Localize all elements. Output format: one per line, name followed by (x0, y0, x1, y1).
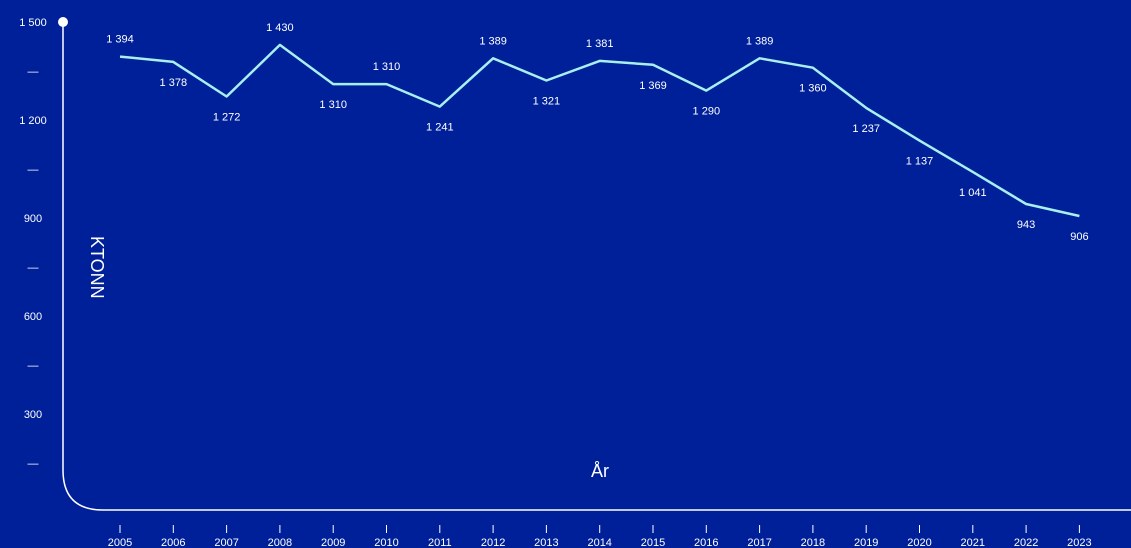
x-axis-ticks: 2005 2006 2007 2008 2009 2010 2011 2012 2013 2014… (108, 525, 1092, 548)
y-tick-label: 1 200 (19, 115, 47, 127)
x-tick-label: 2023 (1067, 537, 1091, 548)
x-tick-label: 2006 (161, 537, 185, 548)
data-label: 1 041 (959, 187, 987, 199)
series-line (119, 43, 1080, 218)
y-tick-label: — (28, 66, 39, 78)
data-label: 1 360 (799, 83, 827, 95)
y-tick-label: 300 (24, 409, 42, 421)
data-label: 1 394 (106, 34, 134, 46)
x-tick-label: 2021 (961, 537, 985, 548)
x-tick-label: 2016 (694, 537, 718, 548)
data-label: 1 369 (639, 80, 667, 92)
data-label: 1 272 (213, 111, 241, 123)
data-label: 1 137 (906, 156, 934, 168)
y-tick-label: 600 (24, 311, 42, 323)
data-label: 1 241 (426, 122, 454, 134)
y-tick-label: — (28, 458, 39, 470)
x-tick-label: 2012 (481, 537, 505, 548)
x-tick-label: 2017 (747, 537, 771, 548)
x-tick-label: 2014 (587, 537, 611, 548)
axis-line (62, 22, 1131, 511)
x-tick-label: 2020 (907, 537, 931, 548)
data-label: 1 381 (586, 38, 614, 50)
data-label: 906 (1070, 231, 1088, 243)
y-tick-label: 1 500 (19, 17, 47, 29)
y-tick-label: 900 (24, 213, 42, 225)
data-label: 1 290 (693, 106, 721, 118)
y-axis-title: KTONN (87, 236, 107, 299)
data-label: 1 310 (319, 99, 347, 111)
data-label: 943 (1017, 219, 1035, 231)
x-tick-label: 2011 (428, 537, 452, 548)
y-tick-label: — (28, 360, 39, 372)
data-label: 1 378 (160, 77, 188, 89)
data-label: 1 430 (266, 22, 294, 34)
data-labels: 1 394 1 378 1 272 1 430 1 310 1 310 1 241 1 389… (106, 22, 1088, 243)
data-label: 1 389 (479, 35, 507, 47)
data-label: 1 389 (746, 35, 774, 47)
x-tick-label: 2005 (108, 537, 132, 548)
x-tick-label: 2010 (374, 537, 398, 548)
x-tick-label: 2015 (641, 537, 665, 548)
axis-top-dot (58, 17, 68, 27)
x-tick-label: 2022 (1014, 537, 1038, 548)
data-label: 1 237 (852, 123, 880, 135)
x-tick-label: 2007 (214, 537, 238, 548)
y-axis-ticks: 1 500 — 1 200 — 900 — 600 — 300 — (19, 17, 47, 470)
x-tick-label: 2019 (854, 537, 878, 548)
x-tick-label: 2018 (801, 537, 825, 548)
data-label: 1 310 (373, 61, 401, 73)
x-tick-label: 2008 (268, 537, 292, 548)
y-tick-label: — (28, 262, 39, 274)
x-tick-label: 2009 (321, 537, 345, 548)
x-tick-label: 2013 (534, 537, 558, 548)
data-label: 1 321 (533, 95, 561, 107)
x-axis-title: År (591, 461, 609, 481)
y-tick-label: — (28, 164, 39, 176)
